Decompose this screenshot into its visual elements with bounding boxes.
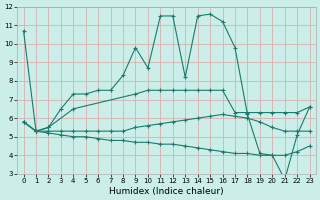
X-axis label: Humidex (Indice chaleur): Humidex (Indice chaleur) xyxy=(109,187,224,196)
